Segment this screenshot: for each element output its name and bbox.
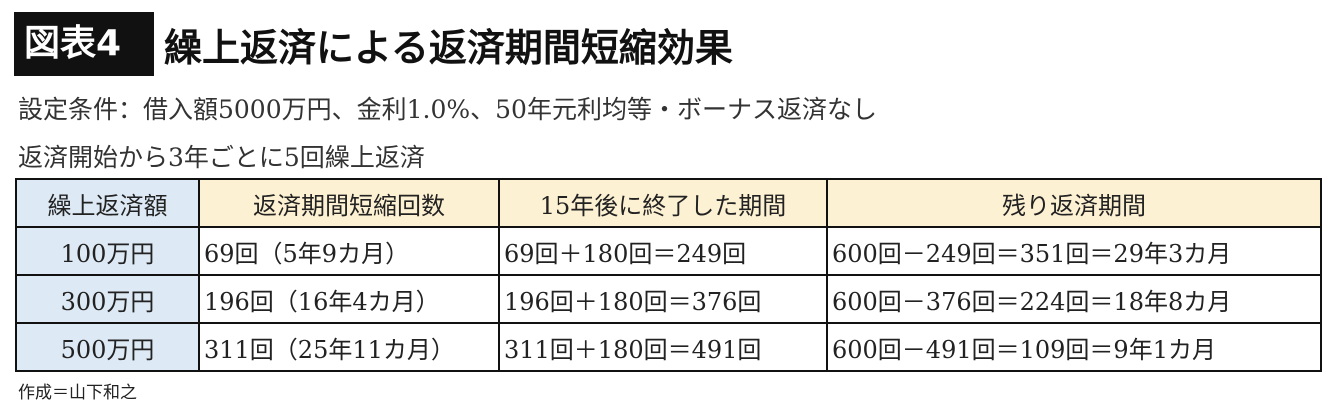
table-row: 300万円 196回（16年4カ月） 196回＋180回＝376回 600回－3… (15, 274, 1322, 324)
cell-remaining: 600回－249回＝351回＝29年3カ月 (826, 226, 1322, 276)
page-title: 繰上返済による返済期間短縮効果 (164, 25, 733, 70)
cell-shortened: 69回（5年9カ月） (198, 226, 500, 276)
header-remaining: 残り返済期間 (826, 178, 1322, 228)
header-ended: 15年後に終了した期間 (498, 178, 828, 228)
cell-amount: 500万円 (15, 322, 200, 372)
header-amount: 繰上返済額 (15, 178, 200, 228)
table-row: 100万円 69回（5年9カ月） 69回＋180回＝249回 600回－249回… (15, 226, 1322, 276)
cell-shortened: 196回（16年4カ月） (198, 274, 500, 324)
condition-line-1: 設定条件：借入額5000万円、金利1.0%、50年元利均等・ボーナス返済なし (18, 95, 877, 124)
condition-line-2: 返済開始から3年ごとに5回繰上返済 (18, 143, 425, 172)
cell-ended: 69回＋180回＝249回 (498, 226, 828, 276)
cell-remaining: 600回－491回＝109回＝9年1カ月 (826, 322, 1322, 372)
table-row: 500万円 311回（25年11カ月） 311回＋180回＝491回 600回－… (15, 322, 1322, 372)
figure-badge: 図表4 (14, 12, 154, 76)
cell-ended: 196回＋180回＝376回 (498, 274, 828, 324)
cell-shortened: 311回（25年11カ月） (198, 322, 500, 372)
header-shortened: 返済期間短縮回数 (198, 178, 500, 228)
credit: 作成＝山下和之 (18, 383, 137, 403)
table-header-row: 繰上返済額 返済期間短縮回数 15年後に終了した期間 残り返済期間 (15, 178, 1322, 228)
cell-amount: 100万円 (15, 226, 200, 276)
cell-amount: 300万円 (15, 274, 200, 324)
cell-remaining: 600回－376回＝224回＝18年8カ月 (826, 274, 1322, 324)
prepayment-table: 繰上返済額 返済期間短縮回数 15年後に終了した期間 残り返済期間 100万円 … (15, 178, 1322, 372)
figure-title: 図表4 繰上返済による返済期間短縮効果 (14, 12, 733, 76)
cell-ended: 311回＋180回＝491回 (498, 322, 828, 372)
